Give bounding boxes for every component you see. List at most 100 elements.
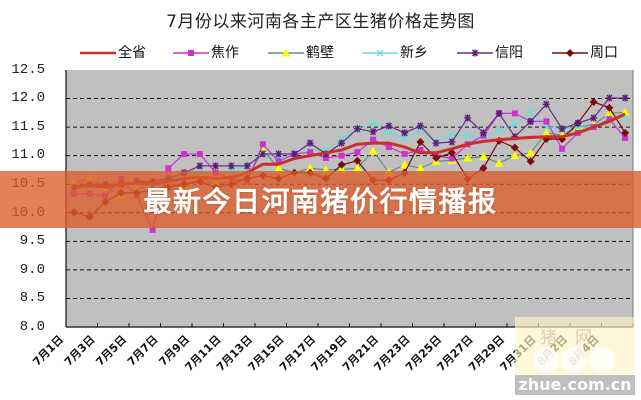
star-marker-icon bbox=[196, 162, 204, 170]
legend-item-quansheng: 全省 bbox=[80, 44, 146, 62]
square-marker-icon bbox=[559, 145, 566, 152]
square-marker-icon bbox=[307, 149, 314, 156]
triangle-marker-icon bbox=[463, 153, 473, 162]
cross-marker-icon bbox=[495, 126, 503, 134]
star-marker-icon bbox=[212, 162, 220, 170]
legend-label: 焦作 bbox=[211, 45, 239, 61]
triangle-marker-icon bbox=[541, 128, 551, 137]
diamond-marker-icon bbox=[432, 153, 441, 162]
diamond-marker-icon bbox=[605, 103, 614, 112]
star-marker-icon bbox=[338, 139, 346, 147]
legend-square-marker-icon bbox=[173, 44, 209, 62]
cross-marker-icon bbox=[527, 108, 535, 116]
square-marker-icon bbox=[322, 154, 329, 161]
triangle-marker-icon bbox=[368, 146, 378, 155]
square-marker-icon bbox=[370, 136, 377, 143]
star-marker-icon bbox=[385, 122, 393, 130]
star-marker-icon bbox=[353, 125, 361, 133]
square-marker-icon bbox=[338, 152, 345, 159]
star-marker-icon bbox=[621, 94, 629, 102]
legend-cross-marker-icon bbox=[362, 44, 398, 62]
triangle-marker-icon bbox=[274, 163, 284, 172]
legend-triangle-marker-icon bbox=[268, 44, 304, 62]
star-marker-icon bbox=[574, 119, 582, 127]
cross-marker-icon bbox=[448, 131, 456, 139]
x-tick-label: 7月3日 bbox=[62, 333, 98, 369]
star-marker-icon bbox=[590, 114, 598, 122]
y-tick-label: 9.0 bbox=[19, 262, 45, 278]
square-marker-icon bbox=[401, 150, 408, 157]
diamond-marker-icon bbox=[353, 156, 362, 165]
triangle-marker-icon bbox=[478, 152, 488, 161]
legend-item-zhoukou: 周口 bbox=[552, 44, 618, 62]
diamond-marker-icon bbox=[479, 164, 488, 173]
cross-marker-icon bbox=[369, 119, 377, 127]
star-marker-icon bbox=[432, 139, 440, 147]
legend-star-marker-icon bbox=[457, 44, 493, 62]
legend-item-xinyang: 信阳 bbox=[457, 44, 523, 62]
star-marker-icon bbox=[243, 162, 251, 170]
square-marker-icon bbox=[149, 226, 156, 233]
square-marker-icon bbox=[385, 144, 392, 151]
square-marker-icon bbox=[606, 116, 613, 123]
star-marker-icon bbox=[448, 138, 456, 146]
star-marker-icon bbox=[542, 100, 550, 108]
star-marker-icon bbox=[464, 114, 472, 122]
headline-banner: 最新今日河南猪价行情播报 bbox=[0, 171, 641, 228]
star-marker-icon bbox=[527, 117, 535, 125]
legend-label: 全省 bbox=[118, 45, 146, 61]
legend-label: 新乡 bbox=[400, 45, 428, 61]
watermark-ring-icon bbox=[561, 347, 587, 373]
square-marker-icon bbox=[448, 155, 455, 162]
headline-text: 最新今日河南猪价行情播报 bbox=[143, 184, 498, 218]
cross-marker-icon bbox=[401, 135, 409, 142]
star-marker-icon bbox=[558, 125, 566, 133]
legend-item-hebi: 鹤壁 bbox=[268, 44, 334, 62]
square-marker-icon bbox=[622, 134, 629, 141]
watermark-logo-text: 猪网 bbox=[540, 328, 610, 348]
y-tick-label: 11.5 bbox=[11, 119, 45, 135]
square-marker-icon bbox=[543, 118, 550, 125]
legend-item-jiaozuo: 焦作 bbox=[173, 44, 239, 62]
watermark-ring-icon bbox=[533, 347, 559, 373]
y-tick-label: 9.5 bbox=[19, 233, 45, 249]
triangle-marker-icon bbox=[305, 163, 315, 172]
star-marker-icon bbox=[275, 150, 283, 158]
triangle-marker-icon bbox=[352, 163, 362, 172]
square-marker-icon bbox=[165, 165, 172, 172]
watermark-url: zhue.com.cn bbox=[515, 375, 635, 395]
cross-marker-icon bbox=[385, 129, 393, 137]
diamond-marker-icon bbox=[566, 49, 574, 57]
square-marker-icon bbox=[181, 150, 188, 157]
x-tick-label: 7月1日 bbox=[30, 333, 66, 369]
square-marker-icon bbox=[354, 149, 361, 156]
star-marker-icon bbox=[401, 129, 409, 137]
square-marker-icon bbox=[275, 158, 282, 165]
watermark: 猪网 zhue.com.cn bbox=[515, 317, 635, 395]
x-tick-label: 7月7日 bbox=[125, 333, 161, 369]
star-marker-icon bbox=[290, 150, 298, 158]
legend-item-xinxiang: 新乡 bbox=[362, 44, 428, 62]
triangle-marker-icon bbox=[415, 163, 425, 172]
y-tick-label: 12.0 bbox=[11, 90, 45, 106]
square-marker-icon bbox=[196, 150, 203, 157]
chart-title: 7月份以来河南各主产区生猪价格走势图 bbox=[166, 12, 475, 32]
square-marker-icon bbox=[511, 110, 518, 117]
watermark-ring-icon bbox=[589, 347, 615, 373]
star-marker-icon bbox=[416, 122, 424, 130]
star-marker-icon bbox=[479, 129, 487, 137]
diamond-marker-icon bbox=[337, 160, 346, 169]
triangle-marker-icon bbox=[281, 48, 291, 57]
square-marker-icon bbox=[188, 50, 194, 56]
legend-label: 周口 bbox=[590, 45, 618, 61]
diamond-marker-icon bbox=[416, 137, 425, 146]
y-tick-label: 8.0 bbox=[19, 319, 45, 335]
y-tick-label: 11.0 bbox=[11, 147, 45, 163]
legend-label: 信阳 bbox=[495, 45, 523, 61]
cross-marker-icon bbox=[464, 132, 472, 140]
square-marker-icon bbox=[259, 141, 266, 148]
square-marker-icon bbox=[417, 146, 424, 153]
star-marker-icon bbox=[369, 128, 377, 136]
diamond-marker-icon bbox=[526, 157, 535, 166]
